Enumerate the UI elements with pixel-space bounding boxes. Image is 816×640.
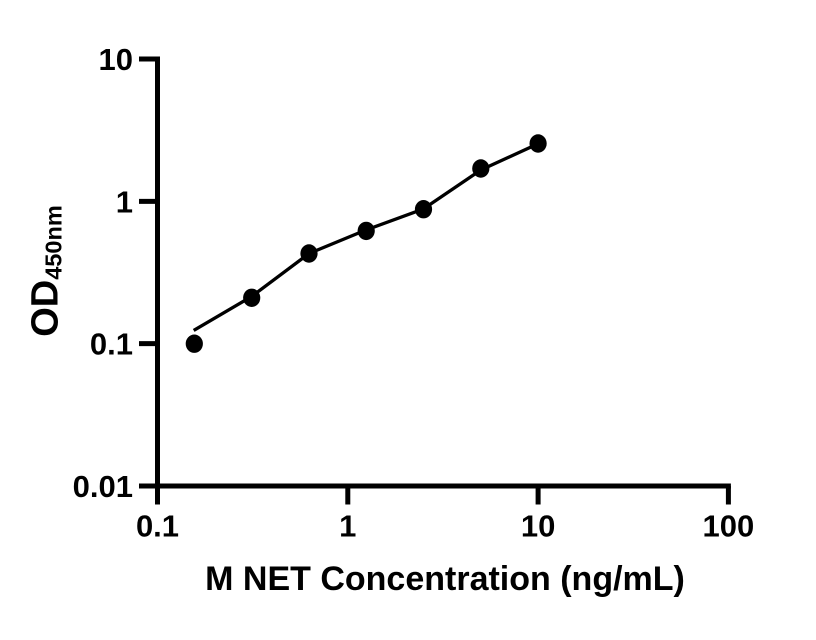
data-point bbox=[472, 159, 490, 178]
y-axis-title-subscript: 450nm bbox=[40, 205, 67, 280]
data-point bbox=[357, 221, 375, 241]
x-tick-label: 100 bbox=[703, 509, 755, 544]
y-tick-label: 1 bbox=[116, 184, 133, 219]
data-point bbox=[243, 288, 261, 307]
data-point bbox=[529, 134, 547, 153]
y-tick-label: 0.01 bbox=[73, 469, 133, 504]
data-point bbox=[185, 334, 203, 353]
data-point bbox=[414, 200, 433, 219]
x-tick-label: 0.1 bbox=[136, 509, 179, 544]
x-tick-label: 10 bbox=[521, 509, 555, 544]
y-axis-title: OD450nm bbox=[25, 205, 68, 337]
x-tick-label: 1 bbox=[339, 509, 356, 544]
y-axis-title-main: OD bbox=[24, 279, 67, 337]
y-tick-label: 0.1 bbox=[90, 327, 133, 362]
y-tick-label: 10 bbox=[99, 42, 133, 77]
data-point bbox=[300, 244, 318, 263]
x-axis-title: M NET Concentration (ng/mL) bbox=[205, 560, 685, 598]
